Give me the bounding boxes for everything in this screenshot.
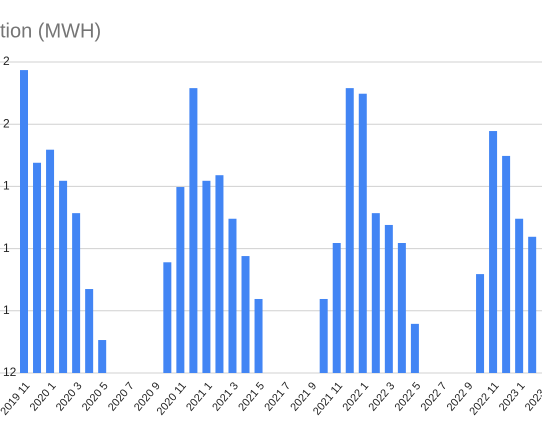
bar [176,187,185,373]
x-tick-label: 2022 7 [419,380,450,413]
x-tick-label: 2020 1 [28,380,59,413]
bar [502,155,511,373]
y-tick-label: 12 [3,365,17,379]
y-tick-label: 2 [3,116,10,130]
y-tick-label: 1 [3,179,10,193]
x-tick-label: 2021 5 [236,380,267,413]
x-tick-label: 2021 1 [184,380,215,413]
bar [202,180,211,373]
x-tick-label: 2022 3 [367,380,398,413]
bar [85,289,94,373]
bar [384,224,393,373]
bar [189,88,198,374]
y-tick-label: 1 [3,303,10,317]
x-tick-label: 2022 1 [340,380,371,413]
bar [215,175,224,373]
bar [397,243,406,373]
bar [163,262,172,373]
x-tick-label: 2021 3 [210,380,241,413]
bar [72,213,81,373]
bar [410,323,419,373]
x-tick-label: 2020 3 [54,380,85,413]
chart-title: tion (MWH) [0,20,101,42]
bar [98,340,107,373]
y-tick-label: 1 [3,241,10,255]
x-tick-label: 2020 5 [80,380,111,413]
bar [515,218,524,373]
x-tick-label: 2020 7 [106,380,137,413]
x-tick-label: 2021 7 [262,380,293,413]
bar [345,88,354,374]
x-tick-label: 2019 11 [0,380,33,418]
bar [476,274,485,373]
bar [46,149,55,373]
bar [33,162,42,373]
bar [241,256,250,373]
bar [254,298,263,373]
y-tick-label: 2 [3,54,10,68]
bar [371,213,380,373]
bar [20,70,28,373]
x-tick-label: 2023 3 [523,380,542,413]
bar [59,180,68,373]
x-tick-label: 2022 5 [393,380,424,413]
bar [228,218,237,373]
bar [332,243,341,373]
bar [528,236,537,373]
bar [358,93,367,374]
x-tick-label: 2023 1 [497,380,528,413]
bar [489,131,498,373]
bar [319,298,328,373]
